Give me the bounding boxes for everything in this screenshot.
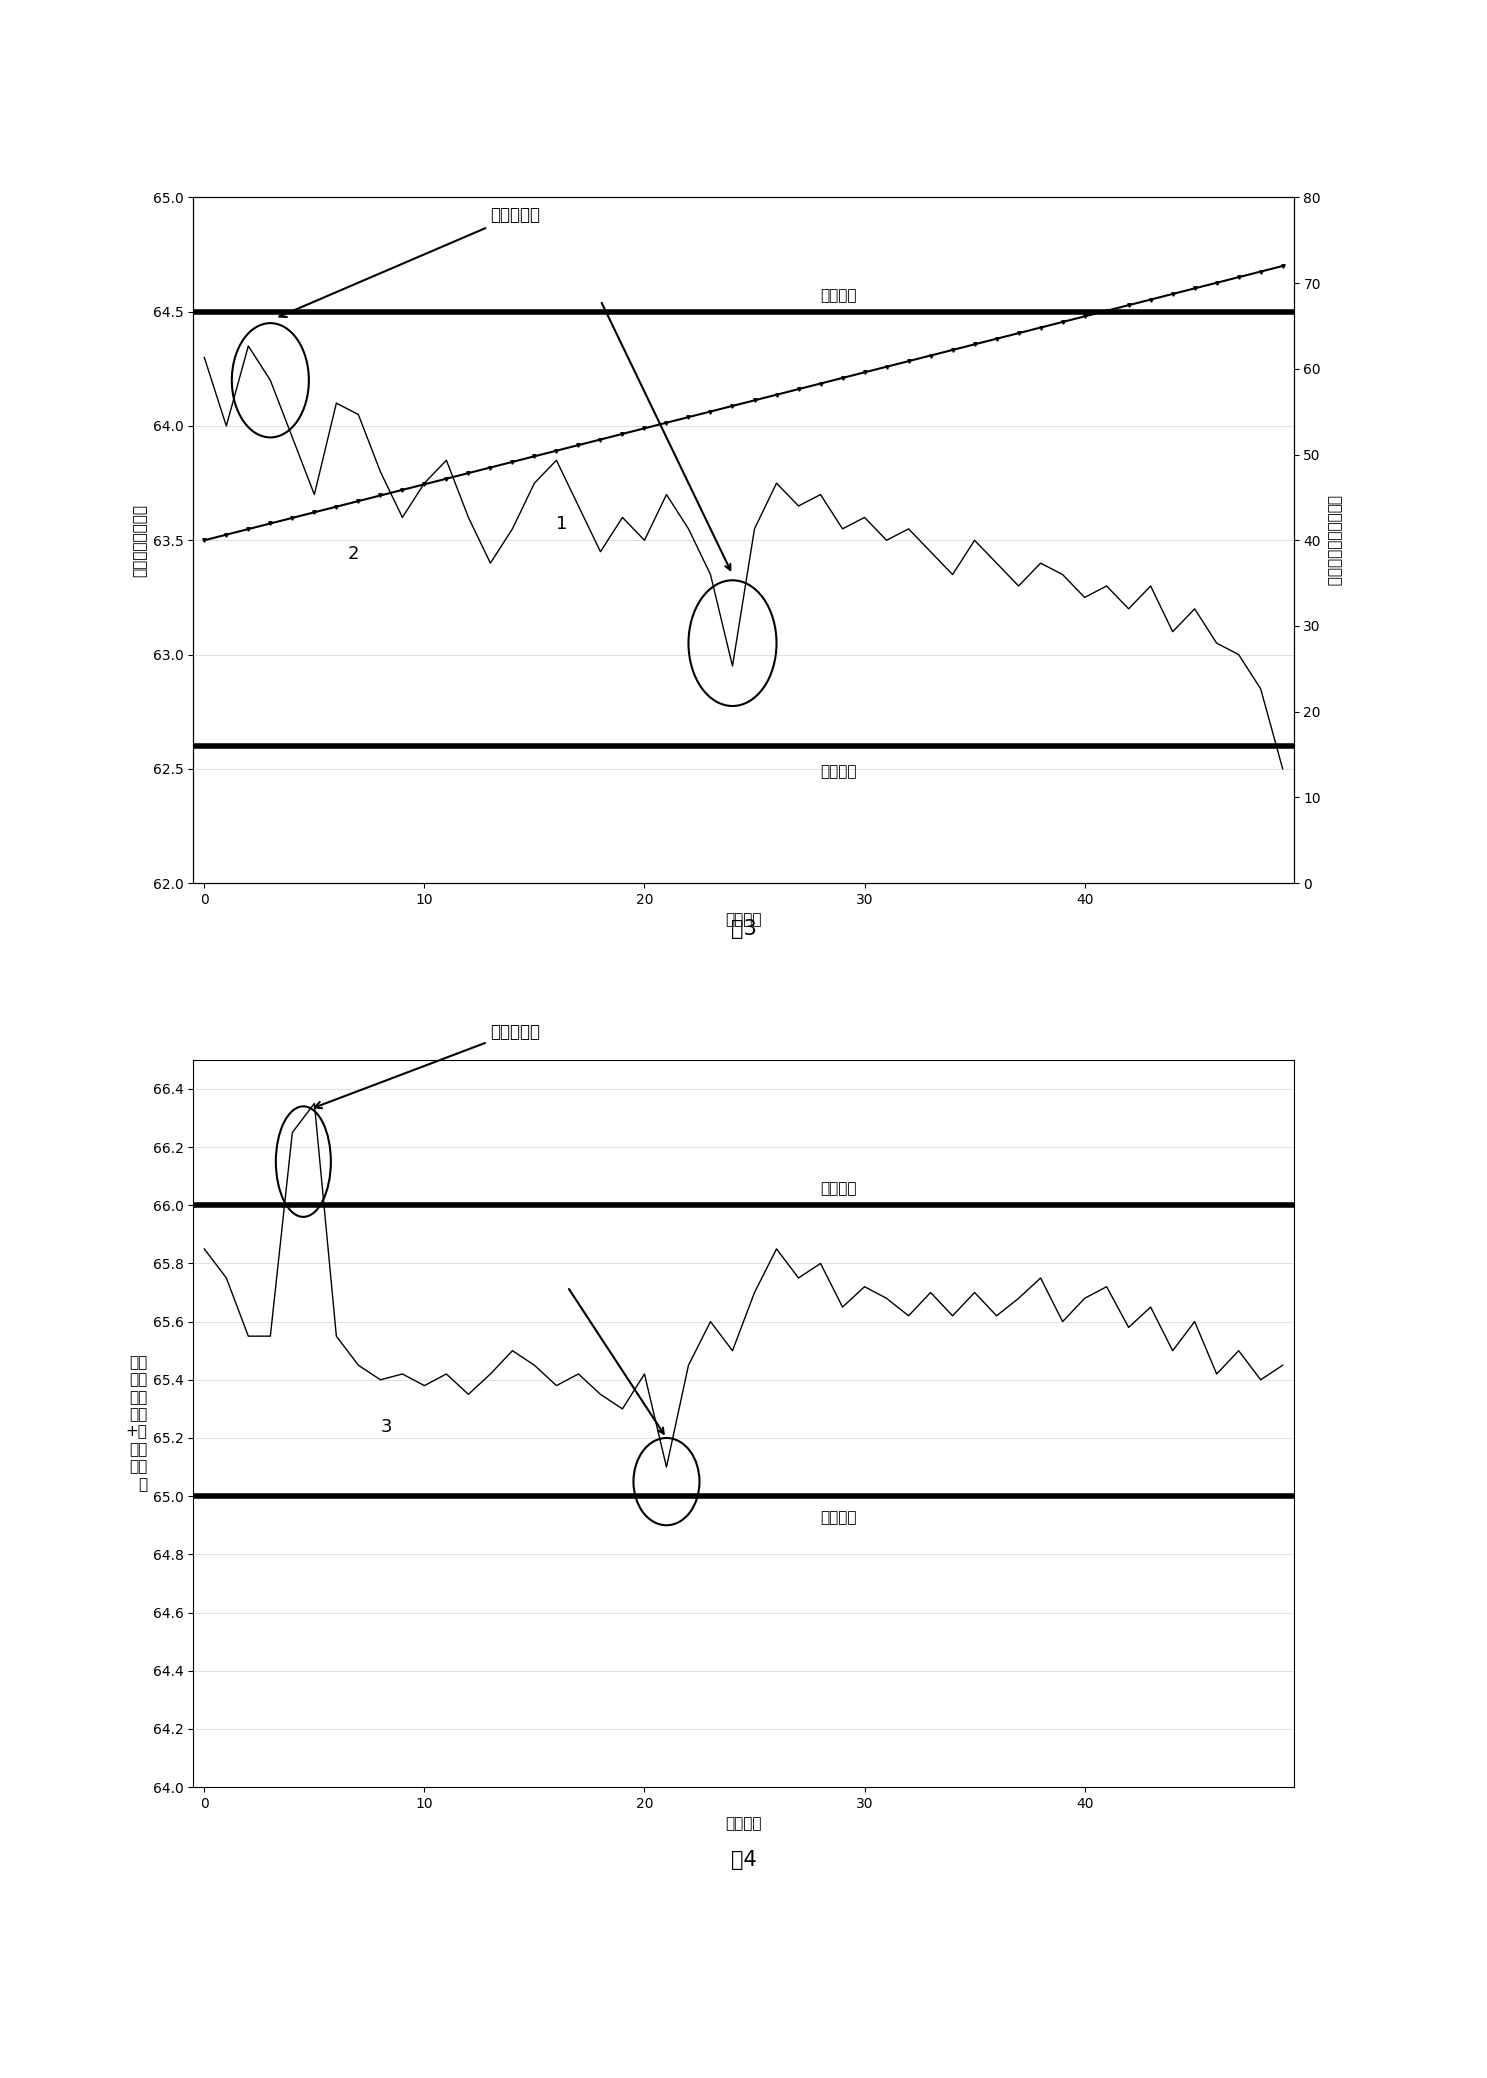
Text: 3: 3 bbox=[381, 1417, 393, 1436]
Text: 下控制限: 下控制限 bbox=[821, 765, 857, 779]
Text: 上控制限: 上控制限 bbox=[821, 1182, 857, 1197]
Text: 图4: 图4 bbox=[730, 1849, 757, 1870]
X-axis label: 硅片数量: 硅片数量 bbox=[726, 1816, 761, 1831]
X-axis label: 硅片数量: 硅片数量 bbox=[726, 912, 761, 927]
Text: 图3: 图3 bbox=[730, 918, 757, 939]
Text: 下控制限: 下控制限 bbox=[821, 1511, 857, 1525]
Y-axis label: 上匹配器电容位置: 上匹配器电容位置 bbox=[132, 503, 147, 578]
Text: 故障数据点: 故障数据点 bbox=[315, 1022, 540, 1108]
Text: 2: 2 bbox=[348, 544, 358, 563]
Y-axis label: 使用射频时间（分钟）: 使用射频时间（分钟） bbox=[1326, 495, 1341, 586]
Text: 故障数据点: 故障数据点 bbox=[280, 206, 540, 318]
Y-axis label: 上匹
配器
电容
位置
+使
用射
频时
间: 上匹 配器 电容 位置 +使 用射 频时 间 bbox=[125, 1355, 147, 1492]
Text: 上控制限: 上控制限 bbox=[821, 289, 857, 303]
Text: 1: 1 bbox=[556, 515, 568, 532]
